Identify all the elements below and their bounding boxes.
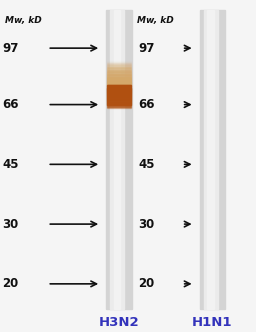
Bar [107,68,131,69]
Bar [107,88,131,89]
Bar [106,10,132,309]
Bar [107,72,131,73]
Bar [107,78,131,79]
Text: 30: 30 [138,217,154,231]
Bar [107,96,131,97]
Text: 97: 97 [3,42,19,55]
Bar [107,99,131,100]
Bar [207,10,214,309]
Text: 45: 45 [3,158,19,171]
Bar [107,97,131,98]
Bar [107,77,131,78]
Bar [107,101,131,102]
Bar [107,87,131,88]
Bar [107,69,131,70]
Text: 66: 66 [138,98,155,111]
Bar [107,98,131,99]
Bar [107,76,131,77]
Bar [107,83,131,84]
Bar [107,86,131,87]
Bar [114,10,120,309]
Bar [107,81,131,82]
Bar [107,97,131,98]
Text: 20: 20 [138,277,154,290]
Text: H1N1: H1N1 [192,315,233,329]
Bar [107,61,131,62]
Text: 45: 45 [138,158,155,171]
Bar [110,10,124,309]
Bar [107,62,131,63]
Bar [107,64,131,65]
Bar [107,80,131,81]
Bar [107,91,131,92]
Bar [107,75,131,76]
Bar [204,10,218,309]
Bar [107,62,131,63]
Bar [107,66,131,67]
Bar [107,65,131,66]
Bar [107,70,131,71]
Bar [107,104,131,105]
Bar [107,82,131,83]
Bar [107,88,131,105]
Bar [107,95,131,96]
Bar [107,94,131,95]
Bar [107,90,131,91]
Bar [107,105,131,106]
Text: 20: 20 [3,277,19,290]
Bar [107,103,131,104]
Bar [107,106,131,107]
Bar [107,89,131,90]
Bar [107,73,131,74]
Bar [107,102,131,103]
Bar [107,84,131,85]
Bar [107,67,131,68]
Bar [200,10,225,309]
Text: Mw, kD: Mw, kD [5,16,42,26]
Bar [107,92,131,93]
Bar [107,107,131,108]
Bar [107,74,131,75]
Bar [107,85,131,86]
Text: 97: 97 [138,42,155,55]
Text: Mw, kD: Mw, kD [137,16,174,26]
Text: 66: 66 [3,98,19,111]
Bar [107,71,131,72]
Text: H3N2: H3N2 [99,315,139,329]
Bar [107,69,131,70]
Text: 30: 30 [3,217,19,231]
Bar [107,93,131,94]
Bar [107,79,131,80]
Bar [107,63,131,64]
Bar [107,100,131,101]
